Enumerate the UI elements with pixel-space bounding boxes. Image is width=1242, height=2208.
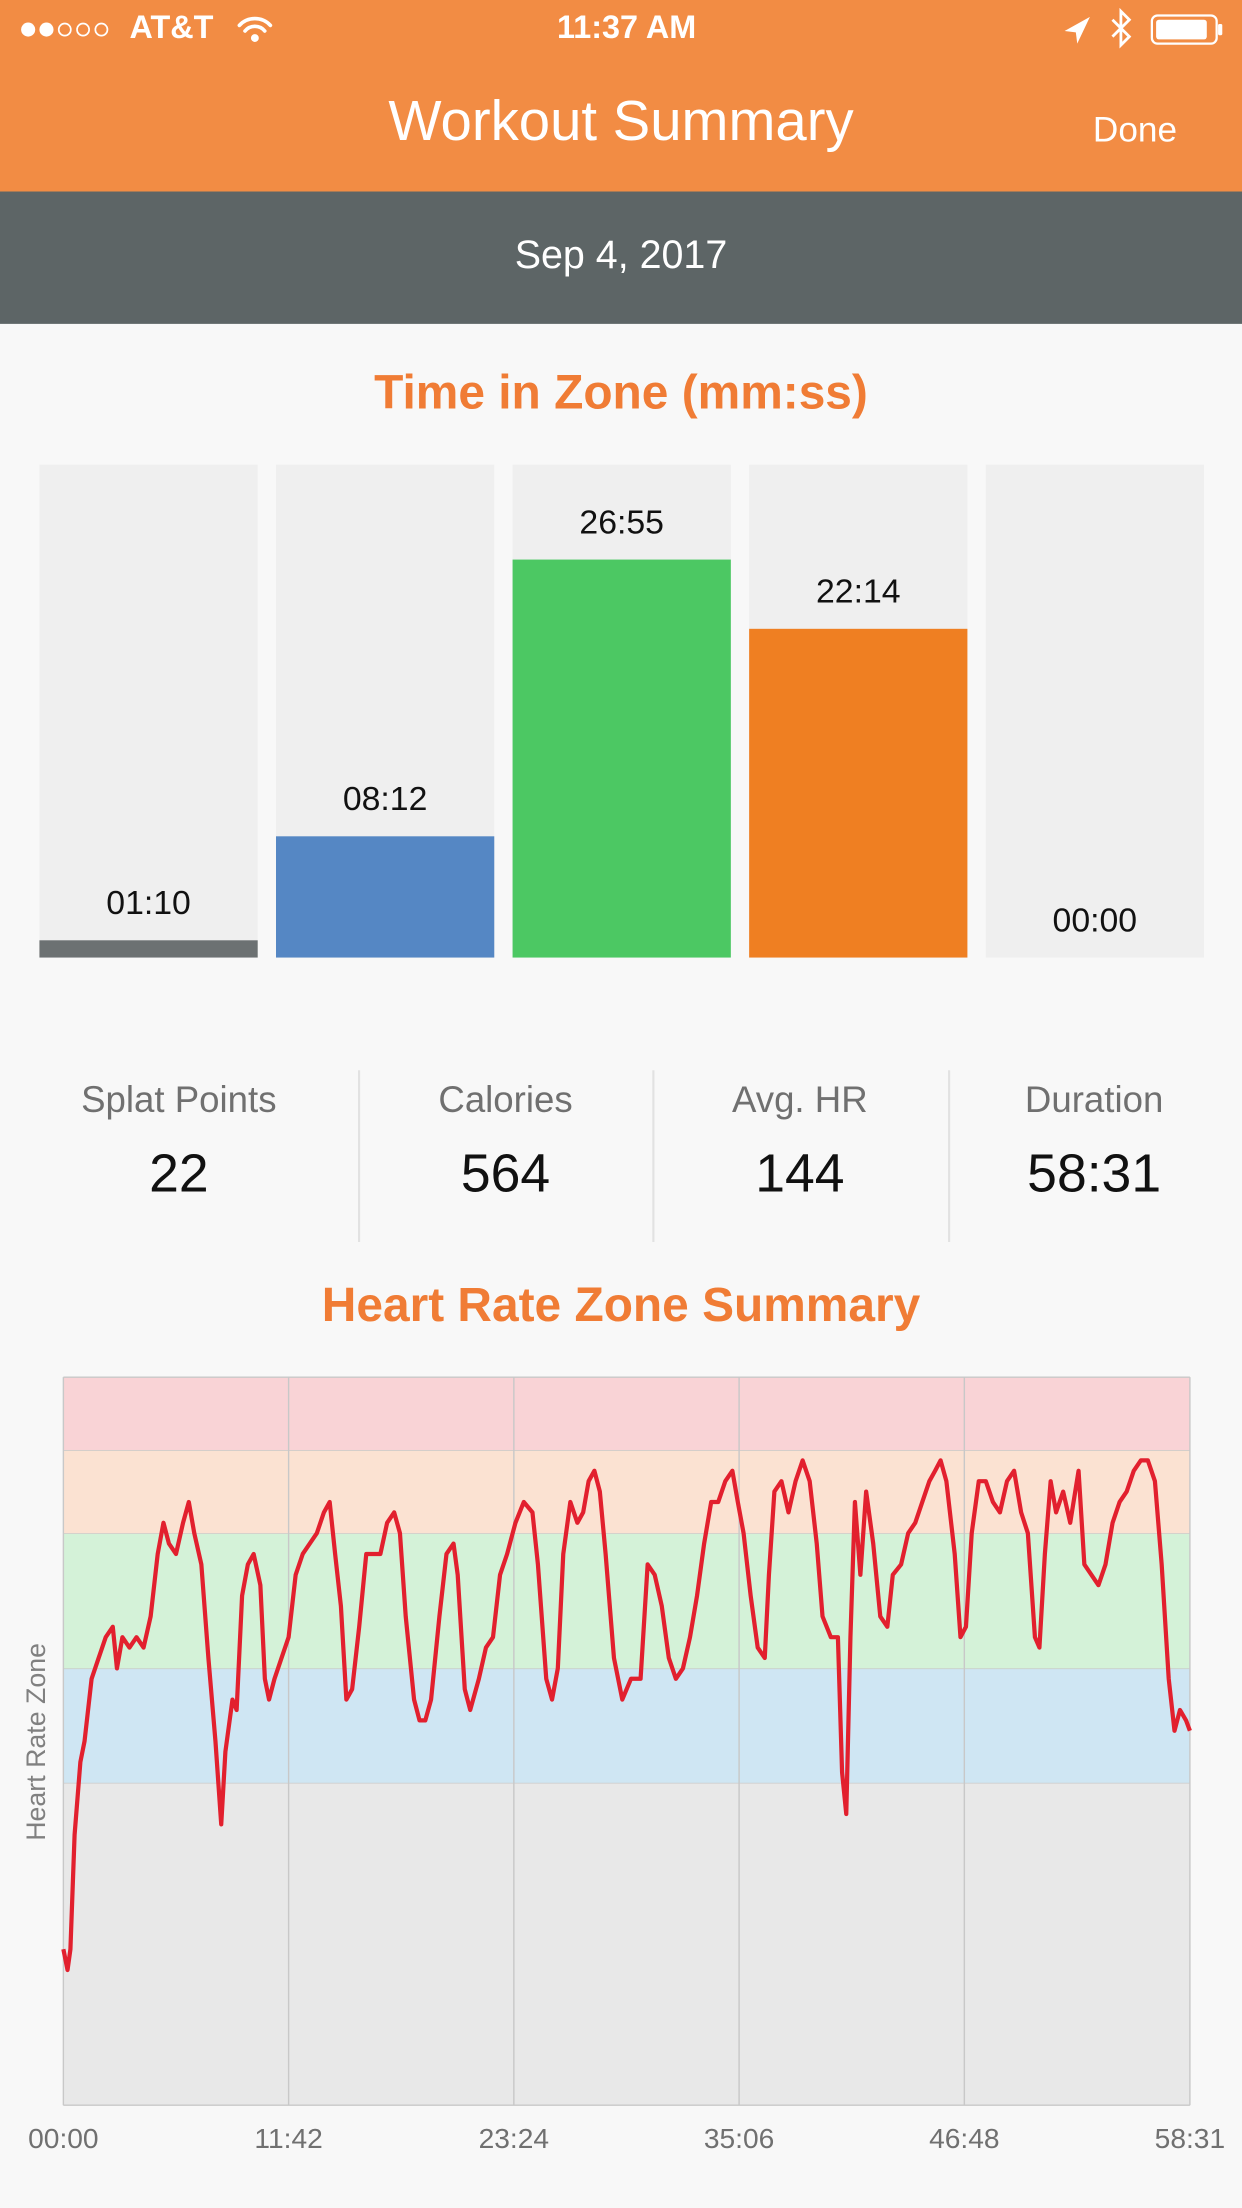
stat-value: 58:31 xyxy=(1027,1144,1161,1203)
bar-value-label: 26:55 xyxy=(579,503,664,541)
signal xyxy=(21,22,109,37)
bar xyxy=(749,628,968,958)
location-icon xyxy=(1064,16,1090,44)
date-bar xyxy=(0,191,1242,324)
zone-band xyxy=(63,1533,1190,1669)
bar xyxy=(276,836,495,958)
x-tick-label: 00:00 xyxy=(28,2123,98,2154)
stat-value: 564 xyxy=(461,1144,550,1203)
nav-title: Workout Summary xyxy=(388,89,854,152)
x-tick-label: 58:31 xyxy=(1155,2123,1225,2154)
bar-value-label: 01:10 xyxy=(106,884,191,922)
x-tick-label: 46:48 xyxy=(929,2123,999,2154)
stat-label: Calories xyxy=(438,1079,572,1120)
stat-label: Splat Points xyxy=(81,1079,276,1120)
battery-icon xyxy=(1150,14,1223,45)
x-tick-label: 11:42 xyxy=(254,2123,322,2154)
date: Sep 4, 2017 xyxy=(515,233,728,277)
wifi-icon xyxy=(237,16,273,42)
done-button[interactable]: Done xyxy=(1093,111,1177,150)
x-tick-label: 35:06 xyxy=(704,2123,774,2154)
heart-rate-line xyxy=(61,1458,1192,1973)
x-tick-label: 23:24 xyxy=(479,2123,549,2154)
stat-label: Duration xyxy=(1025,1079,1163,1120)
bar-track xyxy=(39,464,258,958)
bar xyxy=(39,940,258,958)
clock: 11:37 AM xyxy=(557,9,696,45)
stat-label: Avg. HR xyxy=(732,1079,868,1120)
bar-track xyxy=(985,464,1204,958)
y-axis-label: Heart Rate Zone xyxy=(21,1643,51,1841)
chart-title: Time in Zone (mm:ss) xyxy=(374,366,868,419)
zone-band xyxy=(63,1377,1190,1450)
zone-band xyxy=(63,1449,1190,1534)
stats-row: Splat Points 22 Calories 564 Avg. HR 144 Durat… xyxy=(81,1070,1163,1242)
bluetooth-icon xyxy=(1111,7,1132,49)
bar-value-label: 00:00 xyxy=(1053,901,1138,939)
bar xyxy=(512,559,731,958)
chart-title: Heart Rate Zone Summary xyxy=(322,1279,921,1332)
stat-value: 144 xyxy=(755,1144,844,1203)
stat-value: 22 xyxy=(149,1144,209,1203)
bar-value-label: 22:14 xyxy=(816,573,901,611)
zone-band xyxy=(63,1782,1190,2106)
nav-bar xyxy=(0,0,1242,192)
bar-value-label: 08:12 xyxy=(343,780,428,818)
carrier: AT&T xyxy=(130,9,214,45)
